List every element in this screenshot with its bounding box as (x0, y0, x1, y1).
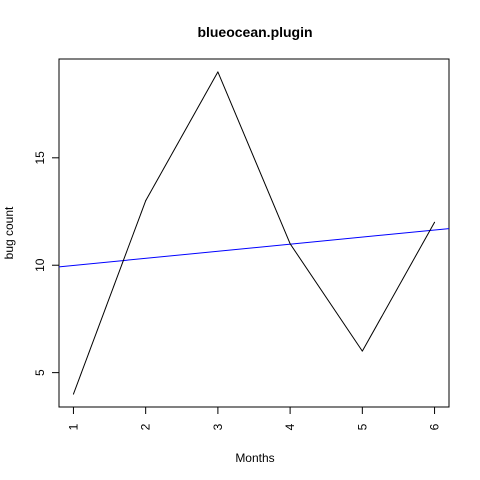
x-tick-label: 4 (283, 423, 297, 430)
trend-line (59, 228, 449, 268)
y-tick-label: 15 (33, 151, 47, 165)
x-tick-label: 6 (428, 423, 442, 430)
series-segment (72, 200, 147, 395)
data-point (289, 243, 291, 245)
x-tick-label: 5 (355, 423, 369, 430)
plot-frame (58, 58, 450, 408)
x-tick-label: 3 (211, 423, 225, 430)
series-layer (59, 71, 449, 395)
y-tick-label: 10 (33, 258, 47, 272)
chart-title: blueocean.plugin (197, 24, 312, 40)
y-tick-label: 5 (33, 369, 47, 376)
series-segment (145, 71, 219, 202)
series-segment (217, 71, 291, 244)
x-axis: 1 2 3 4 5 6 (66, 406, 442, 430)
data-point (217, 71, 219, 73)
series-segment (361, 222, 435, 352)
data-point (145, 200, 147, 202)
data-point (72, 393, 74, 395)
y-axis: 5 10 15 (33, 151, 60, 376)
x-axis-title: Months (235, 451, 274, 465)
x-tick-label: 2 (139, 423, 153, 430)
data-point (361, 350, 363, 352)
series-segment (289, 243, 363, 352)
y-axis-title: bug count (2, 206, 16, 259)
x-tick-label: 1 (66, 423, 80, 430)
data-point (434, 221, 436, 223)
